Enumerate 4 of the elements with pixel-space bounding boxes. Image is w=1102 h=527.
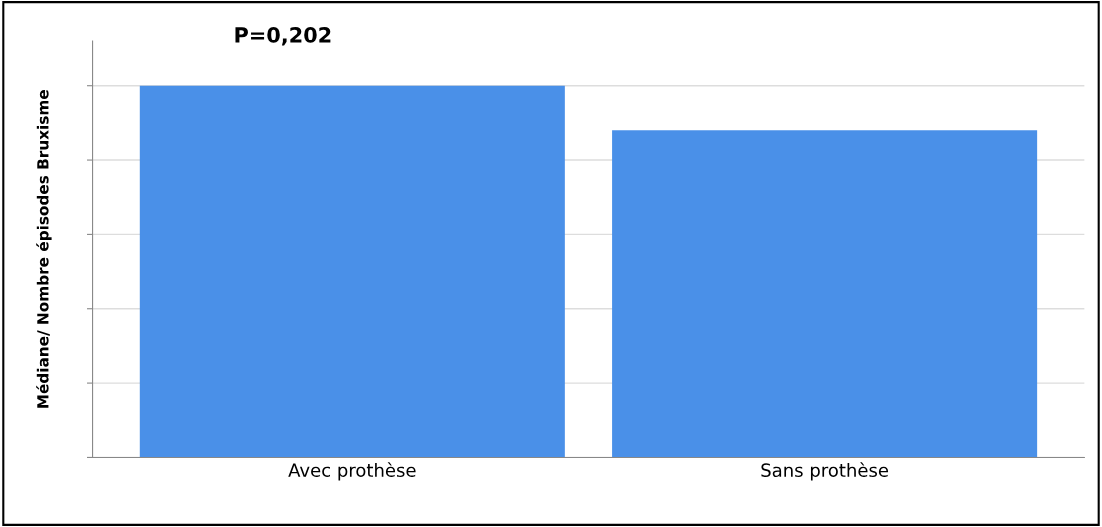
- x-tick-label: Avec prothèse: [288, 462, 416, 481]
- annotation: P=0,202: [235, 27, 331, 46]
- x-tick-label: Sans prothèse: [761, 462, 889, 481]
- y-axis-title: Médiane/ Nombre épisodes Bruxisme: [36, 90, 52, 408]
